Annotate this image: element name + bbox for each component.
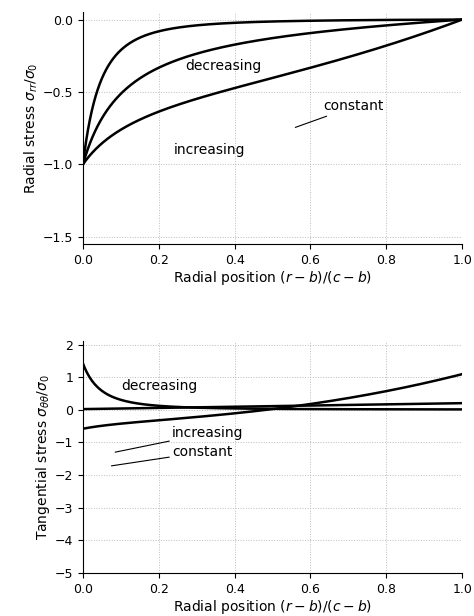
Text: decreasing: decreasing (121, 379, 197, 393)
Text: increasing: increasing (174, 143, 246, 157)
Text: increasing: increasing (115, 426, 244, 452)
Text: decreasing: decreasing (185, 59, 262, 73)
Text: constant: constant (295, 99, 384, 128)
Y-axis label: Tangential stress $\sigma_{\theta\theta}/\sigma_0$: Tangential stress $\sigma_{\theta\theta}… (34, 374, 52, 540)
Y-axis label: Radial stress $\sigma_{rr}/\sigma_0$: Radial stress $\sigma_{rr}/\sigma_0$ (23, 62, 40, 194)
Text: constant: constant (111, 445, 232, 466)
X-axis label: Radial position $(r-b)/(c-b)$: Radial position $(r-b)/(c-b)$ (173, 269, 372, 288)
X-axis label: Radial position $(r-b)/(c-b)$: Radial position $(r-b)/(c-b)$ (173, 598, 372, 616)
